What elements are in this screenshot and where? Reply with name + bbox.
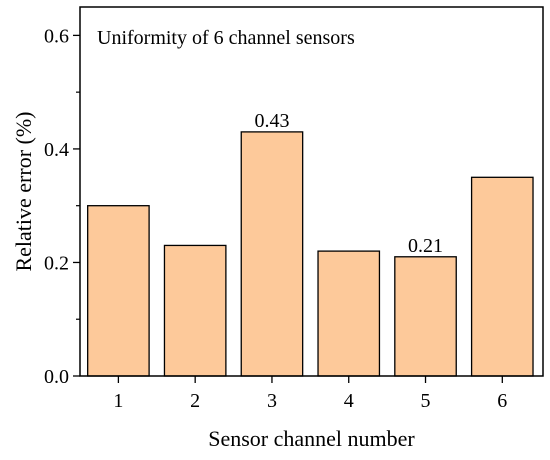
x-axis-ticks: 1 2 3 4 5 6 [113,376,507,412]
x-tick-label: 1 [113,390,123,412]
bar-3 [240,131,304,377]
bar-6 [470,176,534,377]
x-tick-label: 4 [344,390,354,412]
x-axis-title: Sensor channel number [208,426,415,451]
x-tick-label: 3 [267,390,277,412]
data-label-5: 0.21 [408,235,443,257]
y-axis-ticks: 0.0 0.2 0.4 0.6 [44,25,80,388]
y-tick-label: 0.2 [44,252,69,274]
data-label-3: 0.43 [254,110,289,132]
y-tick-label: 0.6 [44,25,69,47]
bar-1 [87,205,150,377]
data-labels-group: 0.43 0.21 [254,110,443,257]
plot-frame [79,6,544,377]
bar-4 [317,250,381,377]
bars-group [87,131,534,377]
bar-2 [163,244,227,377]
chart-title: Uniformity of 6 channel sensors [97,27,355,49]
x-tick-label: 2 [190,390,200,412]
y-tick-label: 0.0 [44,366,69,388]
x-tick-label: 6 [497,390,507,412]
bar-5 [394,256,457,377]
y-tick-label: 0.4 [44,139,69,161]
y-axis-title: Relative error (%) [11,111,36,271]
x-tick-label: 5 [421,390,431,412]
